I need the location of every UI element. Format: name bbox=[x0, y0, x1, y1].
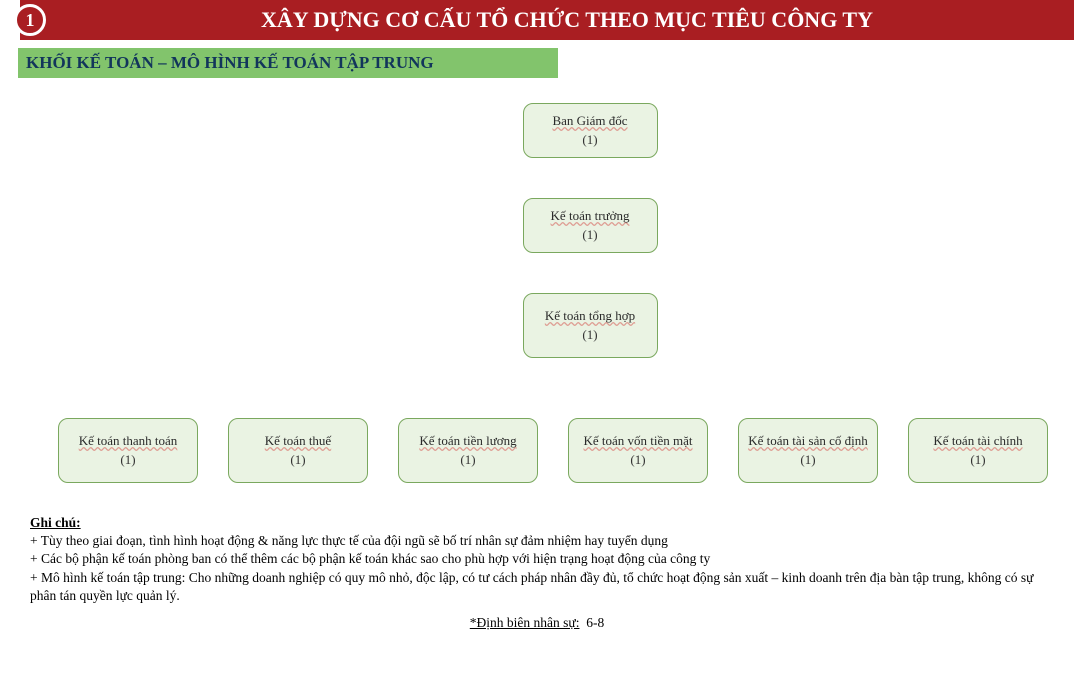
notes-section: Ghi chú: + Tùy theo giai đoạn, tình hình… bbox=[30, 514, 1044, 605]
footer-line: *Định biên nhân sự: 6-8 bbox=[0, 615, 1074, 631]
notes-line-3: + Mô hình kế toán tập trung: Cho những d… bbox=[30, 569, 1044, 605]
org-node-label: Kế toán trưởng bbox=[551, 208, 630, 224]
org-node-c2: Kế toán thuế (1) bbox=[228, 418, 368, 483]
notes-line-2: + Các bộ phận kế toán phòng ban có thể t… bbox=[30, 550, 1044, 568]
footer-label: *Định biên nhân sự: bbox=[470, 615, 580, 630]
org-node-count: (1) bbox=[582, 132, 597, 148]
org-node-label: Kế toán thuế bbox=[265, 433, 331, 449]
org-node-c1: Kế toán thanh toán (1) bbox=[58, 418, 198, 483]
org-node-count: (1) bbox=[582, 227, 597, 243]
org-node-label: Kế toán tiền lương bbox=[419, 433, 516, 449]
org-node-c5: Kế toán tài sản cố định (1) bbox=[738, 418, 878, 483]
header-title: XÂY DỰNG CƠ CẤU TỔ CHỨC THEO MỤC TIÊU CÔ… bbox=[261, 7, 873, 33]
org-node-label: Kế toán tổng hợp bbox=[545, 308, 635, 324]
org-chart: Ban Giám đốc(1)Kế toán trưởng(1)Kế toán … bbox=[0, 78, 1074, 508]
org-node-label: Kế toán vốn tiền mặt bbox=[583, 433, 692, 449]
org-node-count: (1) bbox=[460, 452, 475, 468]
org-node-c4: Kế toán vốn tiền mặt (1) bbox=[568, 418, 708, 483]
header-number-badge: 1 bbox=[14, 4, 46, 36]
org-node-label: Ban Giám đốc bbox=[552, 113, 627, 129]
footer-value: 6-8 bbox=[586, 615, 604, 630]
header-bar: 1 XÂY DỰNG CƠ CẤU TỔ CHỨC THEO MỤC TIÊU … bbox=[0, 0, 1074, 40]
org-node-n1: Ban Giám đốc (1) bbox=[523, 103, 658, 158]
subheader-bar: KHỐI KẾ TOÁN – MÔ HÌNH KẾ TOÁN TẬP TRUNG bbox=[18, 48, 558, 78]
notes-line-1: + Tùy theo giai đoạn, tình hình hoạt độn… bbox=[30, 532, 1044, 550]
org-node-n2: Kế toán trưởng (1) bbox=[523, 198, 658, 253]
org-node-count: (1) bbox=[800, 452, 815, 468]
org-node-count: (1) bbox=[120, 452, 135, 468]
org-node-label: Kế toán thanh toán bbox=[79, 433, 178, 449]
header-number: 1 bbox=[26, 10, 35, 31]
org-node-c6: Kế toán tài chính (1) bbox=[908, 418, 1048, 483]
notes-title: Ghi chú: bbox=[30, 514, 1044, 532]
org-node-c3: Kế toán tiền lương (1) bbox=[398, 418, 538, 483]
org-node-count: (1) bbox=[582, 327, 597, 343]
org-node-n3: Kế toán tổng hợp (1) bbox=[523, 293, 658, 358]
org-node-count: (1) bbox=[970, 452, 985, 468]
org-node-count: (1) bbox=[630, 452, 645, 468]
org-node-count: (1) bbox=[290, 452, 305, 468]
org-node-label: Kế toán tài chính bbox=[933, 433, 1022, 449]
subheader-title: KHỐI KẾ TOÁN – MÔ HÌNH KẾ TOÁN TẬP TRUNG bbox=[26, 53, 434, 73]
header-title-bar: XÂY DỰNG CƠ CẤU TỔ CHỨC THEO MỤC TIÊU CÔ… bbox=[20, 0, 1074, 40]
org-node-label: Kế toán tài sản cố định bbox=[748, 433, 868, 449]
